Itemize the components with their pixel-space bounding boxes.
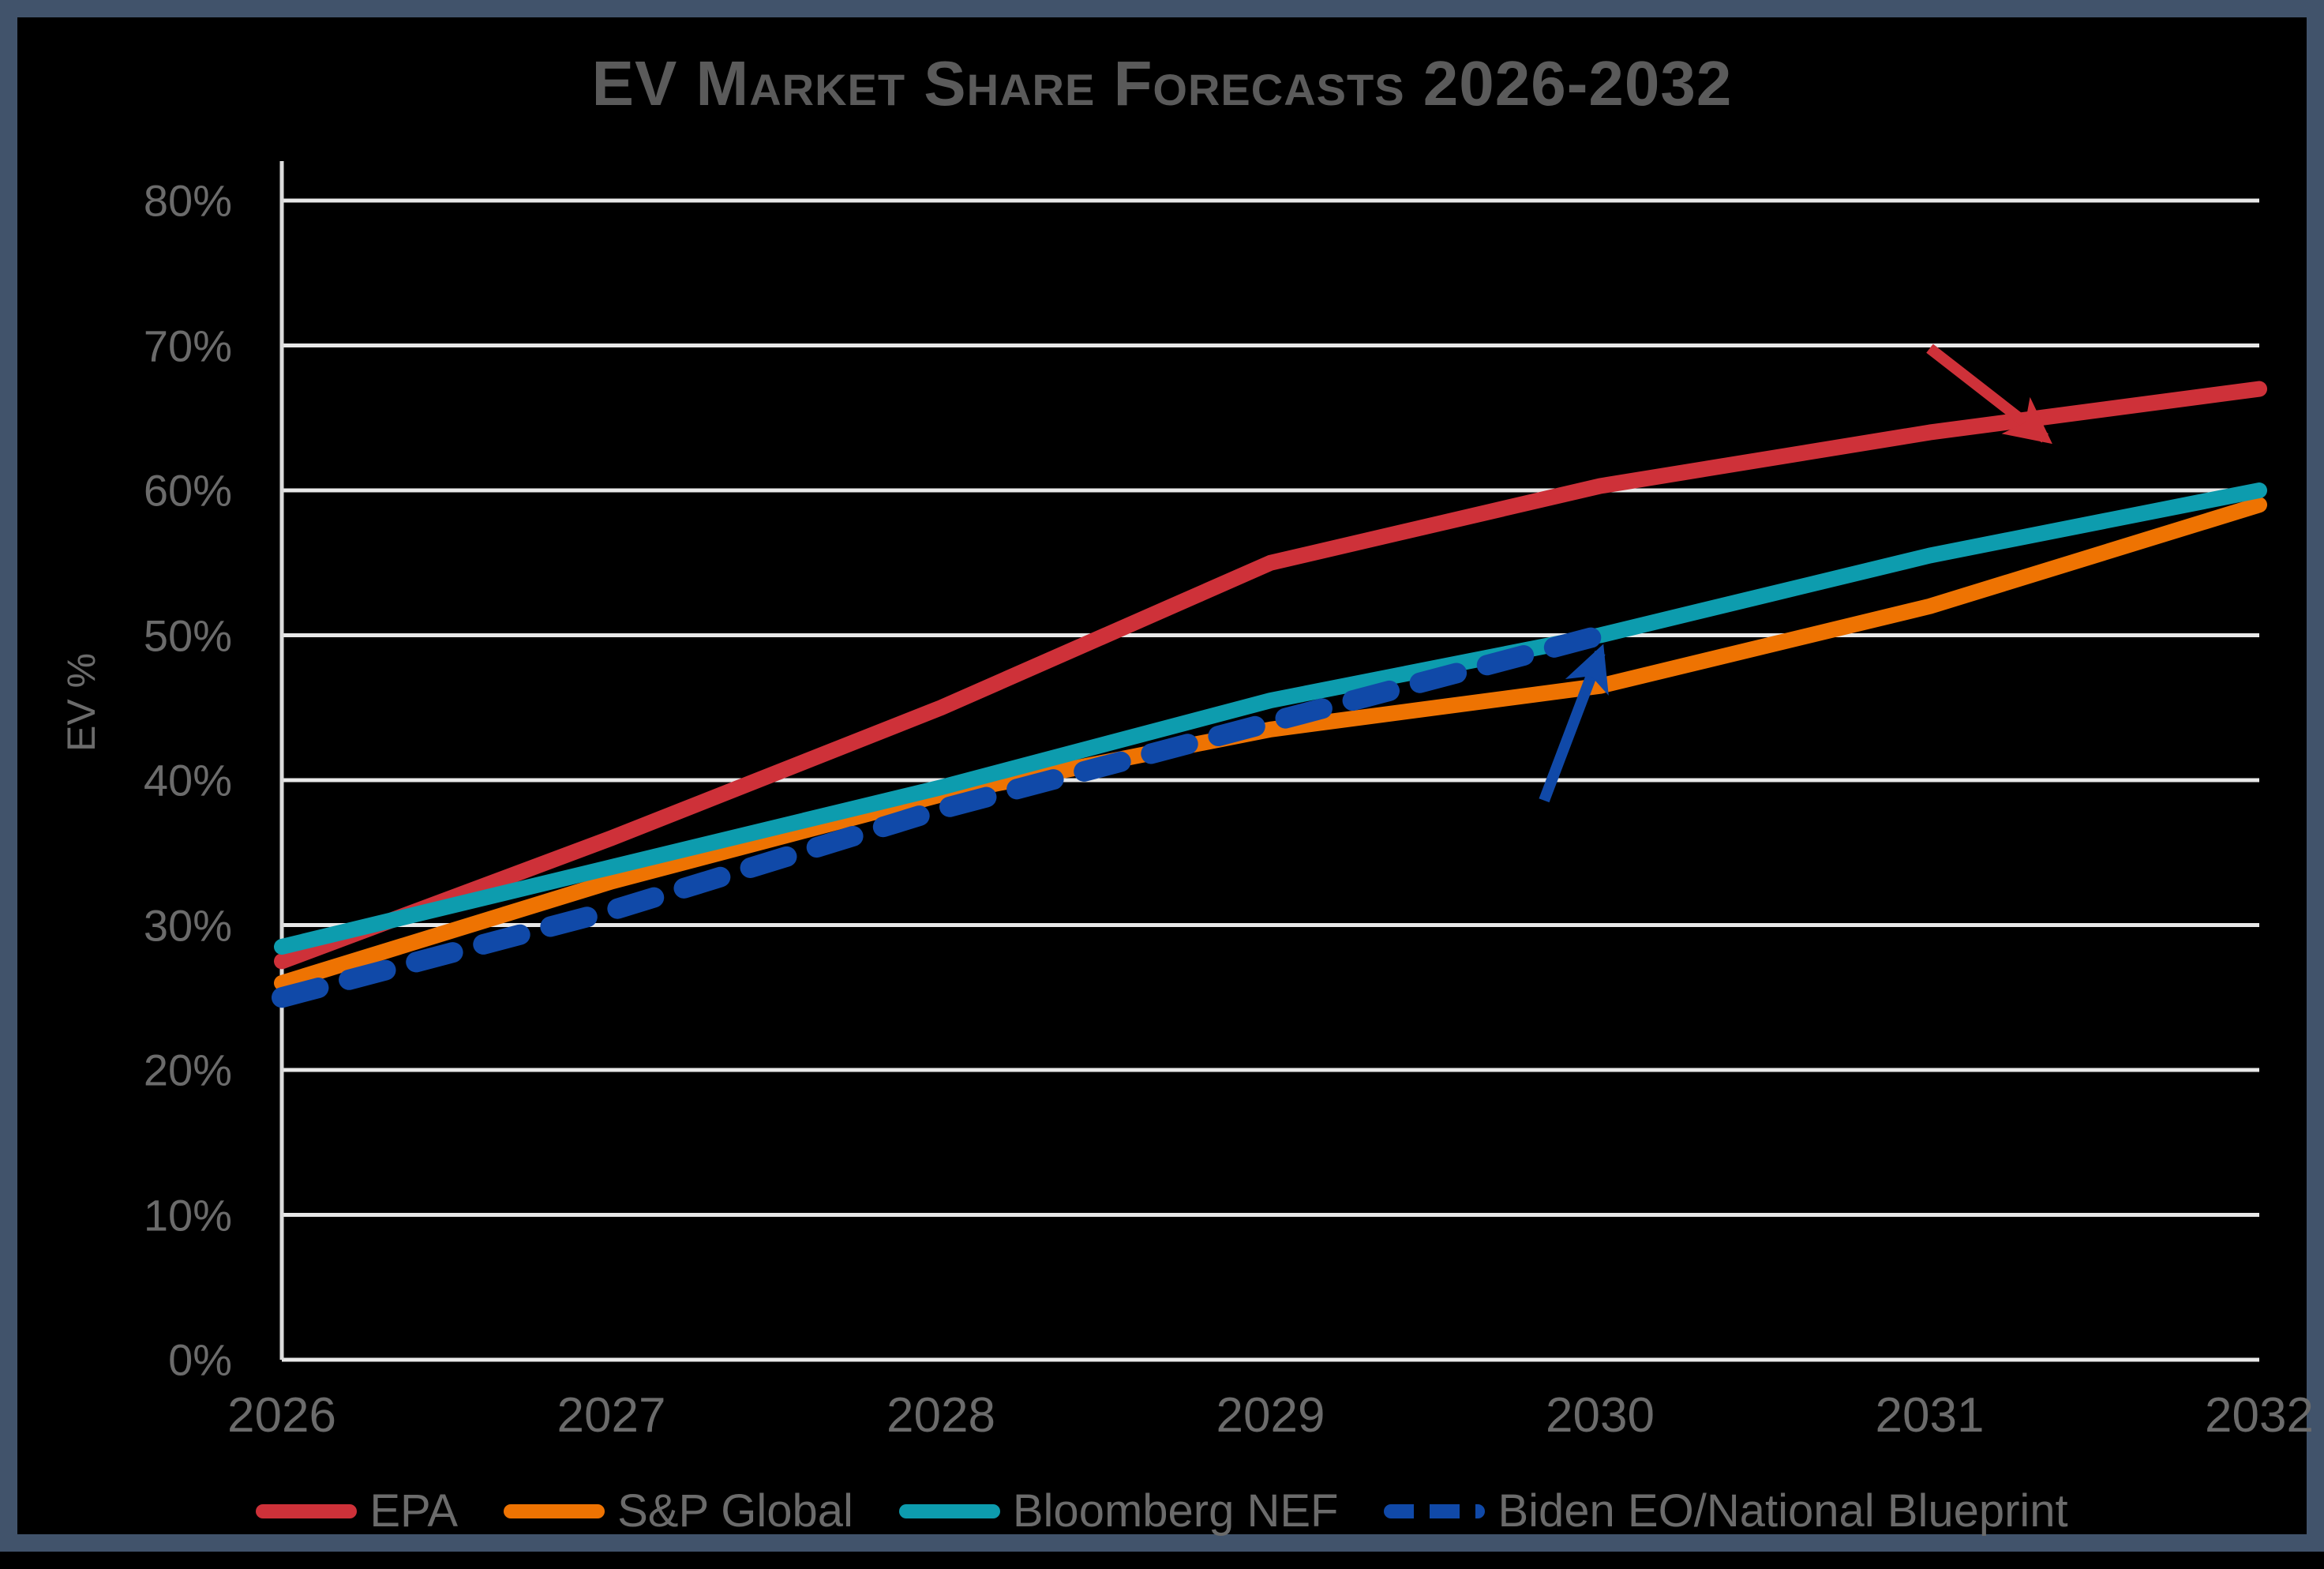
biden-callout-arrow (1539, 644, 1609, 803)
series-lines (272, 381, 2267, 1008)
chart-canvas: EV Market Share Forecasts 2026-2032 EV %… (17, 17, 2314, 1537)
x-axis-tick-label: 2031 (1875, 1388, 1985, 1443)
x-axis-tick-label: 2032 (2205, 1388, 2314, 1443)
annotation-arrows (1539, 343, 2052, 803)
legend-swatch-icon (504, 1503, 605, 1518)
legend-item[interactable]: S&P Global (504, 1485, 853, 1537)
y-axis-tick-label: 10% (143, 1190, 232, 1240)
series-line (272, 625, 1610, 1008)
legend-label: Biden EO/National Blueprint (1497, 1485, 2068, 1537)
legend-item[interactable]: Bloomberg NEF (898, 1485, 1339, 1537)
x-axis-tick-label: 2027 (557, 1388, 666, 1443)
x-axis-tick-label: 2028 (886, 1388, 995, 1443)
legend-swatch-icon (256, 1503, 358, 1518)
x-axis-tick-label: 2026 (227, 1388, 336, 1443)
legend-label: EPA (369, 1485, 459, 1537)
legend-item[interactable]: EPA (256, 1485, 458, 1537)
legend-swatch-icon (1384, 1503, 1486, 1518)
x-axis-tick-label: 2029 (1216, 1388, 1325, 1443)
gridlines (282, 198, 2259, 1362)
y-axis-tick-label: 20% (143, 1045, 232, 1095)
legend-item[interactable]: Biden EO/National Blueprint (1384, 1485, 2068, 1537)
epa-callout-arrow (1926, 343, 2052, 445)
y-axis-tick-label: 50% (143, 610, 232, 660)
y-axis-tick-label: 30% (143, 900, 232, 950)
y-axis-tick-label: 0% (168, 1334, 232, 1385)
series-line (274, 381, 2267, 970)
y-axis-tick-label: 40% (143, 755, 232, 805)
x-axis-tick-label: 2030 (1546, 1388, 1655, 1443)
legend-label: Bloomberg NEF (1012, 1485, 1339, 1537)
y-axis-tick-label: 80% (143, 175, 232, 226)
chart-legend: EPA S&P Global Bloomberg NEF Biden EO/Natio… (17, 1485, 2307, 1537)
legend-label: S&P Global (617, 1485, 853, 1537)
y-axis-title: EV % (59, 652, 103, 752)
chart-title: EV Market Share Forecasts 2026-2032 (591, 48, 1733, 118)
series-line (274, 482, 2267, 955)
y-axis-tick-label: 60% (143, 465, 232, 516)
legend-swatch-icon (898, 1503, 1000, 1518)
y-axis-tick-label: 70% (143, 321, 232, 370)
series-line (274, 497, 2267, 991)
plot-svg (272, 161, 2267, 1362)
